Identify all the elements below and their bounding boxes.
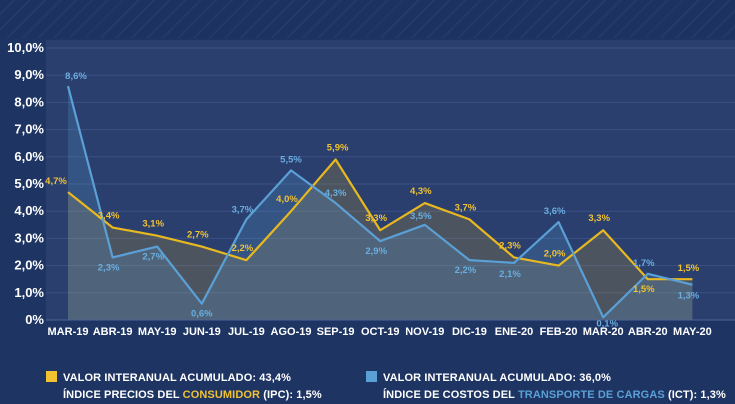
legend-ict-highlight: TRANSPORTE DE CARGAS <box>517 389 665 401</box>
x-axis: MAR-19 ABR-19 MAY-19 JUN-19 JUL-19 AGO-19 SEP-… <box>48 326 712 338</box>
legend-item-ipc: VALOR INTERANUAL ACUMULADO: 43,4% ÍNDICE… <box>46 370 322 404</box>
y-tick-label: 7,0% <box>14 122 44 137</box>
x-tick-label: JUN-19 <box>183 326 221 338</box>
plot-area <box>46 40 735 320</box>
x-tick-label: ENE-20 <box>495 326 534 338</box>
data-label: 1,5% <box>678 263 700 274</box>
legend-item-ict: VALOR INTERANUAL ACUMULADO: 36,0% ÍNDICE… <box>366 370 726 404</box>
x-tick-label: JUL-19 <box>228 326 265 338</box>
legend-ipc-highlight: CONSUMIDOR <box>182 389 261 401</box>
data-label: 4,3% <box>325 188 347 199</box>
legend-ict-value: (ICT): 1,3% <box>664 389 726 401</box>
legend-ipc-value: (IPC): 1,5% <box>260 389 322 401</box>
data-label: 2,3% <box>499 240 521 251</box>
y-tick-label: 1,0% <box>14 285 44 300</box>
x-tick-label: MAY-20 <box>673 326 712 338</box>
legend-swatch-ipc <box>46 371 57 382</box>
x-tick-label: MAR-20 <box>583 326 624 338</box>
data-label: 3,7% <box>232 204 254 215</box>
y-tick-label: 5,0% <box>14 176 44 191</box>
data-label: 0,6% <box>191 309 213 320</box>
series-line <box>66 85 693 319</box>
series-line <box>67 158 693 281</box>
data-label: 1,7% <box>633 258 655 269</box>
legend-ipc-accumulated: VALOR INTERANUAL ACUMULADO: 43,4% <box>63 372 291 384</box>
header-pattern <box>0 0 735 38</box>
legend-ict-accumulated: VALOR INTERANUAL ACUMULADO: 36,0% <box>383 372 611 384</box>
data-label: 2,2% <box>232 243 254 254</box>
legend-swatch-ict <box>366 371 377 382</box>
data-label: 3,3% <box>588 213 610 224</box>
data-label: 4,3% <box>410 186 432 197</box>
data-label: 5,9% <box>327 143 349 154</box>
data-label: 2,2% <box>455 265 477 276</box>
legend-ict-index: ÍNDICE DE COSTOS DEL TRANSPORTE DE CARGA… <box>383 387 726 404</box>
data-label: 3,5% <box>410 211 432 222</box>
data-label: 8,6% <box>65 71 87 82</box>
x-tick-label: AGO-19 <box>271 326 312 338</box>
y-tick-label: 6,0% <box>14 149 44 164</box>
y-axis: 0% 1,0% 2,0% 3,0% 4,0% 5,0% 6,0% 7,0% 8,0% 9,0% 10… <box>7 40 735 327</box>
data-label: 0,1% <box>596 318 618 329</box>
data-label: 3,1% <box>142 219 164 230</box>
data-label: 2,7% <box>142 252 164 263</box>
data-label: 2,0% <box>544 249 566 260</box>
data-label: 1,3% <box>678 291 700 302</box>
x-tick-label: ABR-20 <box>628 326 668 338</box>
y-tick-label: 8,0% <box>14 94 44 109</box>
y-tick-label: 2,0% <box>14 258 44 273</box>
x-tick-label: SEP-19 <box>317 326 355 338</box>
data-label: 1,5% <box>633 284 655 295</box>
data-labels: 4,7% 3,4% 3,1% 2,7% 2,2% 4,0% 5,9% 3,3% 4,3% 3,7%… <box>45 71 700 329</box>
data-label: 4,7% <box>45 176 67 187</box>
x-tick-label: MAY-19 <box>138 326 177 338</box>
data-label: 2,9% <box>365 246 387 257</box>
y-tick-label: 3,0% <box>14 230 44 245</box>
y-tick-label: 9,0% <box>14 67 44 82</box>
legend-ict-text: ÍNDICE DE COSTOS DEL <box>383 389 518 401</box>
data-label: 3,7% <box>455 202 477 213</box>
x-tick-label: NOV-19 <box>405 326 444 338</box>
x-tick-label: OCT-19 <box>361 326 400 338</box>
x-tick-label: MAR-19 <box>48 326 89 338</box>
data-label: 3,4% <box>98 211 120 222</box>
legend: VALOR INTERANUAL ACUMULADO: 43,4% ÍNDICE… <box>0 366 735 401</box>
data-label: 4,0% <box>276 194 298 205</box>
x-tick-label: FEB-20 <box>540 326 578 338</box>
x-tick-label: DIC-19 <box>452 326 487 338</box>
series-lines <box>66 85 693 319</box>
data-label: 2,7% <box>187 230 209 241</box>
y-tick-label: 4,0% <box>14 203 44 218</box>
data-label: 3,6% <box>544 206 566 217</box>
legend-ipc-text: ÍNDICE PRECIOS DEL <box>63 389 183 401</box>
y-tick-label: 0% <box>25 312 44 327</box>
data-label: 5,5% <box>280 154 302 165</box>
data-label: 3,3% <box>365 213 387 224</box>
legend-ipc-index: ÍNDICE PRECIOS DEL CONSUMIDOR (IPC): 1,5… <box>63 387 322 404</box>
line-chart: 4,7% 3,4% 3,1% 2,7% 2,2% 4,0% 5,9% 3,3% 4,3% 3,7%… <box>7 40 735 338</box>
data-label: 2,3% <box>98 262 120 273</box>
x-tick-label: ABR-19 <box>93 326 133 338</box>
y-tick-label: 10,0% <box>7 40 44 55</box>
data-label: 2,1% <box>499 269 521 280</box>
